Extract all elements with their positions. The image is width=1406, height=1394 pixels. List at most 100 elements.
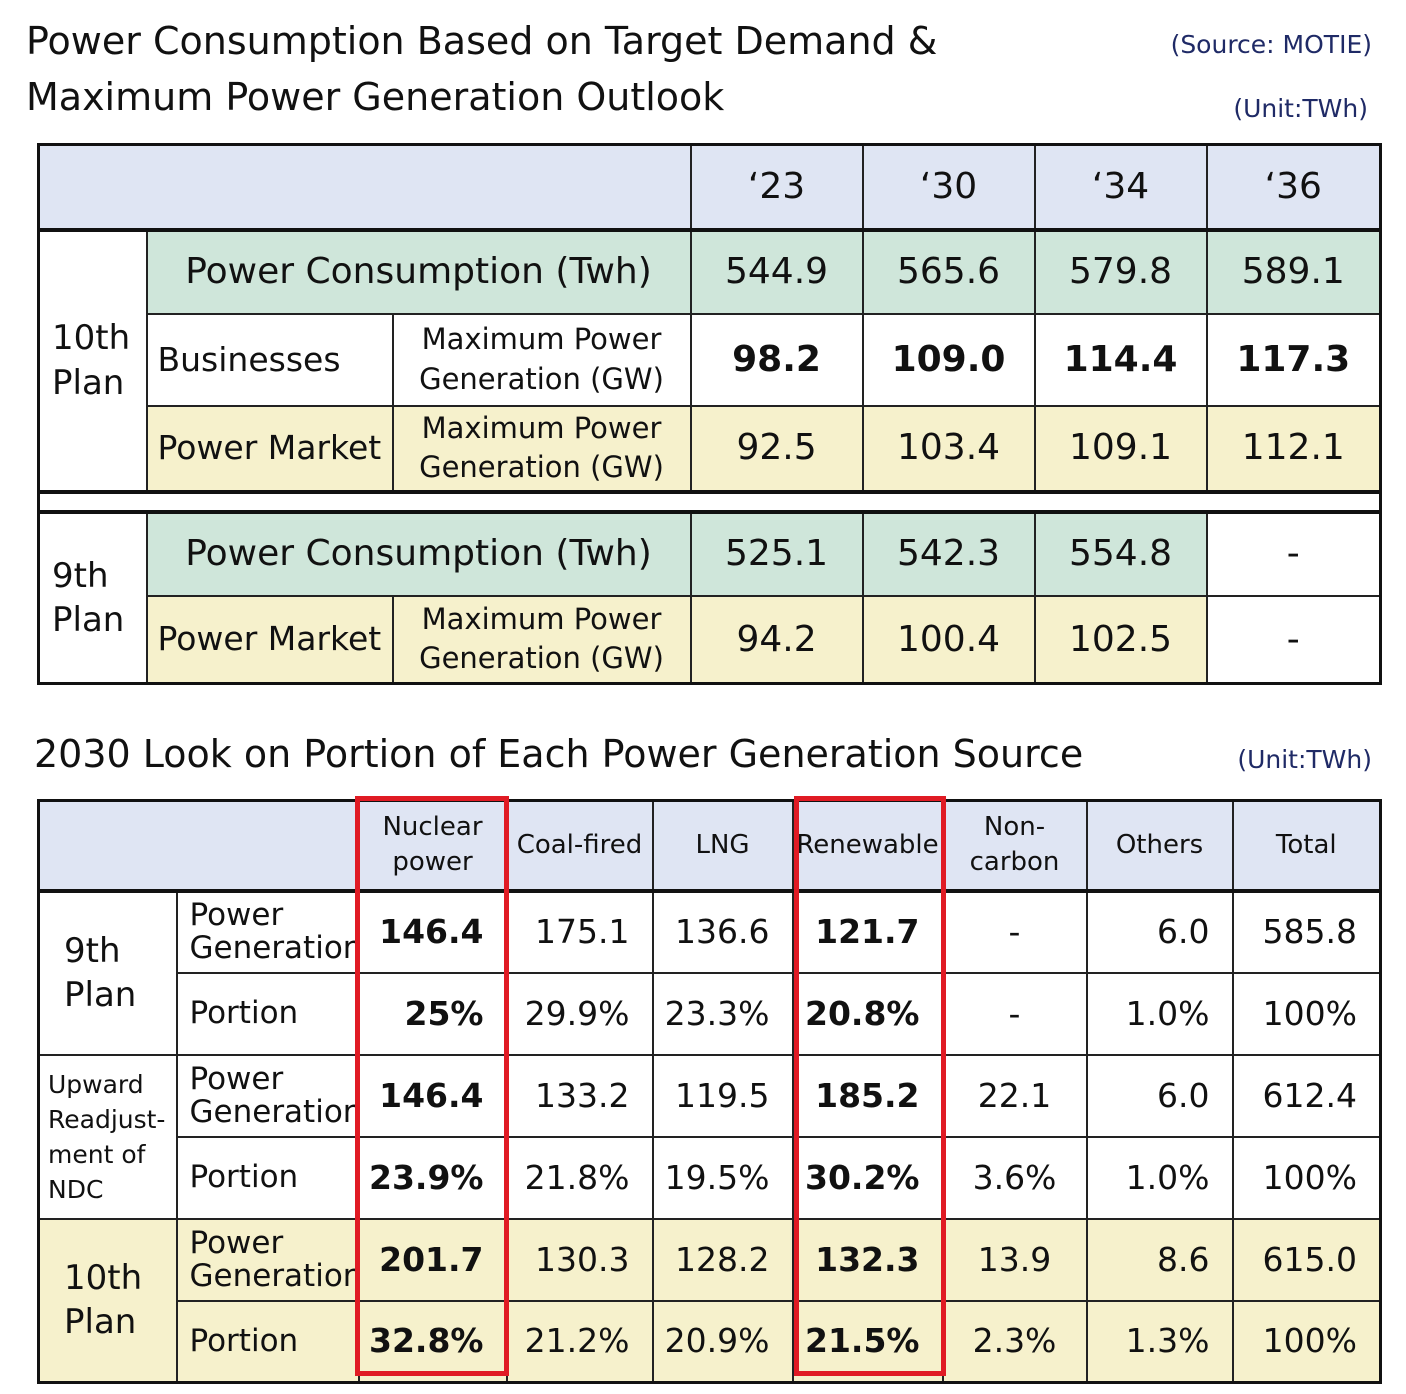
- col-header-total: Total: [1231, 799, 1382, 893]
- value-cell: 117.3: [1205, 312, 1382, 407]
- value-cell: 6.0: [1085, 1053, 1234, 1138]
- value-cell: 1.3%: [1085, 1299, 1234, 1384]
- value-cell: 554.8: [1033, 510, 1208, 597]
- power-market-label: Power Market: [145, 594, 394, 685]
- businesses-label: Businesses: [145, 312, 394, 407]
- value-cell: 146.4: [357, 1053, 508, 1138]
- year-header-row: ‘23 ‘30 ‘34 ‘36: [37, 143, 1382, 232]
- plan9-market-row: Power Market Maximum Power Generation (G…: [39, 594, 1382, 685]
- header-blank: [37, 799, 360, 893]
- col-header-non-carbon: Non-carbon: [941, 799, 1088, 893]
- value-cell: -: [941, 971, 1088, 1056]
- value-cell: 130.3: [505, 1217, 654, 1302]
- value-cell: 185.2: [791, 1053, 944, 1138]
- title-2030: 2030 Look on Portion of Each Power Gener…: [34, 732, 1084, 776]
- value-cell: 109.0: [861, 312, 1036, 407]
- plan9-consumption-row: 9th Plan Power Consumption (Twh) 525.1 5…: [37, 510, 1382, 685]
- col-header-lng: LNG: [651, 799, 794, 893]
- value-cell: 23.9%: [357, 1135, 508, 1220]
- row-label-portion: Portion: [175, 1299, 360, 1384]
- plan-separator: [36, 489, 1383, 514]
- nuclear-highlight-box: [355, 796, 509, 1376]
- power-market-label: Power Market: [145, 404, 394, 493]
- outlook-table: ‘23 ‘30 ‘34 ‘36 10th Plan Power Consumpt…: [36, 143, 1383, 685]
- value-cell: 1.0%: [1085, 1135, 1234, 1220]
- value-cell: 128.2: [651, 1217, 794, 1302]
- value-cell: 23.3%: [651, 971, 794, 1056]
- row-label-generation: Power Generation: [175, 889, 360, 974]
- row-label-generation: Power Generation: [175, 1053, 360, 1138]
- value-cell: 8.6: [1085, 1217, 1234, 1302]
- renewable-highlight-box: [794, 796, 946, 1376]
- value-cell: 121.7: [791, 889, 944, 974]
- value-cell: 579.8: [1033, 228, 1208, 315]
- group-label-ndc: Upward Readjust-ment of NDC: [37, 1053, 178, 1220]
- year-header: ‘34: [1033, 143, 1208, 232]
- value-cell: 565.6: [861, 228, 1036, 315]
- value-cell: 22.1: [941, 1053, 1088, 1138]
- row-label-portion: Portion: [175, 971, 360, 1056]
- col-header-coal: Coal-fired: [505, 799, 654, 893]
- plan10-market-row: Power Market Maximum Power Generation (G…: [39, 404, 1382, 493]
- value-cell: 119.5: [651, 1053, 794, 1138]
- generation-source-table: Nuclear power Coal-fired LNG Renewable N…: [37, 799, 1382, 1384]
- max-gen-label: Maximum Power Generation (GW): [391, 594, 692, 685]
- col-header-renewable: Renewable: [791, 799, 944, 893]
- value-cell: 544.9: [689, 228, 864, 315]
- year-header: ‘23: [689, 143, 864, 232]
- value-cell: 100%: [1231, 1135, 1382, 1220]
- value-cell: 32.8%: [357, 1299, 508, 1384]
- max-gen-label: Maximum Power Generation (GW): [391, 404, 692, 493]
- header-blank: [37, 143, 692, 232]
- value-cell: 612.4: [1231, 1053, 1382, 1138]
- year-header: ‘36: [1205, 143, 1382, 232]
- value-cell: 585.8: [1231, 889, 1382, 974]
- value-cell: 20.8%: [791, 971, 944, 1056]
- title-line-1: Power Consumption Based on Target Demand…: [26, 19, 938, 63]
- table-row: Portion 23.9% 21.8% 19.5% 30.2% 3.6% 1.0…: [39, 1135, 1382, 1220]
- value-cell: 100.4: [861, 594, 1036, 685]
- value-cell: 109.1: [1033, 404, 1208, 493]
- value-cell: 100%: [1231, 971, 1382, 1056]
- value-cell: 29.9%: [505, 971, 654, 1056]
- value-cell: 3.6%: [941, 1135, 1088, 1220]
- value-cell: 6.0: [1085, 889, 1234, 974]
- year-header: ‘30: [861, 143, 1036, 232]
- table-row: 9th Plan Power Generation 146.4 175.1 13…: [37, 889, 1382, 1056]
- value-cell: 13.9: [941, 1217, 1088, 1302]
- table-row: Portion 25% 29.9% 23.3% 20.8% - 1.0% 100…: [39, 971, 1382, 1056]
- row-label-portion: Portion: [175, 1135, 360, 1220]
- value-cell: 21.8%: [505, 1135, 654, 1220]
- consumption-label: Power Consumption (Twh): [145, 228, 692, 315]
- unit-note-1: (Unit:TWh): [1233, 94, 1368, 123]
- value-cell: 20.9%: [651, 1299, 794, 1384]
- value-cell: 542.3: [861, 510, 1036, 597]
- col-header-nuclear: Nuclear power: [357, 799, 508, 893]
- value-cell: 525.1: [689, 510, 864, 597]
- value-cell: 21.2%: [505, 1299, 654, 1384]
- value-cell: -: [941, 889, 1088, 974]
- plan10-businesses-row: Businesses Maximum Power Generation (GW)…: [39, 312, 1382, 407]
- value-cell: 21.5%: [791, 1299, 944, 1384]
- title-line-2: Maximum Power Generation Outlook: [26, 75, 725, 119]
- value-cell: 589.1: [1205, 228, 1382, 315]
- value-cell: 2.3%: [941, 1299, 1088, 1384]
- value-cell: 201.7: [357, 1217, 508, 1302]
- consumption-label: Power Consumption (Twh): [145, 510, 692, 597]
- plan10-label: 10th Plan: [37, 228, 148, 493]
- value-cell: 132.3: [791, 1217, 944, 1302]
- value-cell: 136.6: [651, 889, 794, 974]
- plan9-label: 9th Plan: [37, 510, 148, 685]
- value-cell: 112.1: [1205, 404, 1382, 493]
- table-row: Portion 32.8% 21.2% 20.9% 21.5% 2.3% 1.3…: [39, 1299, 1382, 1384]
- table-row: 10th Plan Power Generation 201.7 130.3 1…: [37, 1217, 1382, 1384]
- max-gen-label: Maximum Power Generation (GW): [391, 312, 692, 407]
- unit-note-2: (Unit:TWh): [1237, 745, 1372, 774]
- value-cell: -: [1205, 510, 1382, 597]
- value-cell: 100%: [1231, 1299, 1382, 1384]
- value-cell: 19.5%: [651, 1135, 794, 1220]
- value-cell: 98.2: [689, 312, 864, 407]
- col-header-others: Others: [1085, 799, 1234, 893]
- value-cell: 146.4: [357, 889, 508, 974]
- value-cell: 615.0: [1231, 1217, 1382, 1302]
